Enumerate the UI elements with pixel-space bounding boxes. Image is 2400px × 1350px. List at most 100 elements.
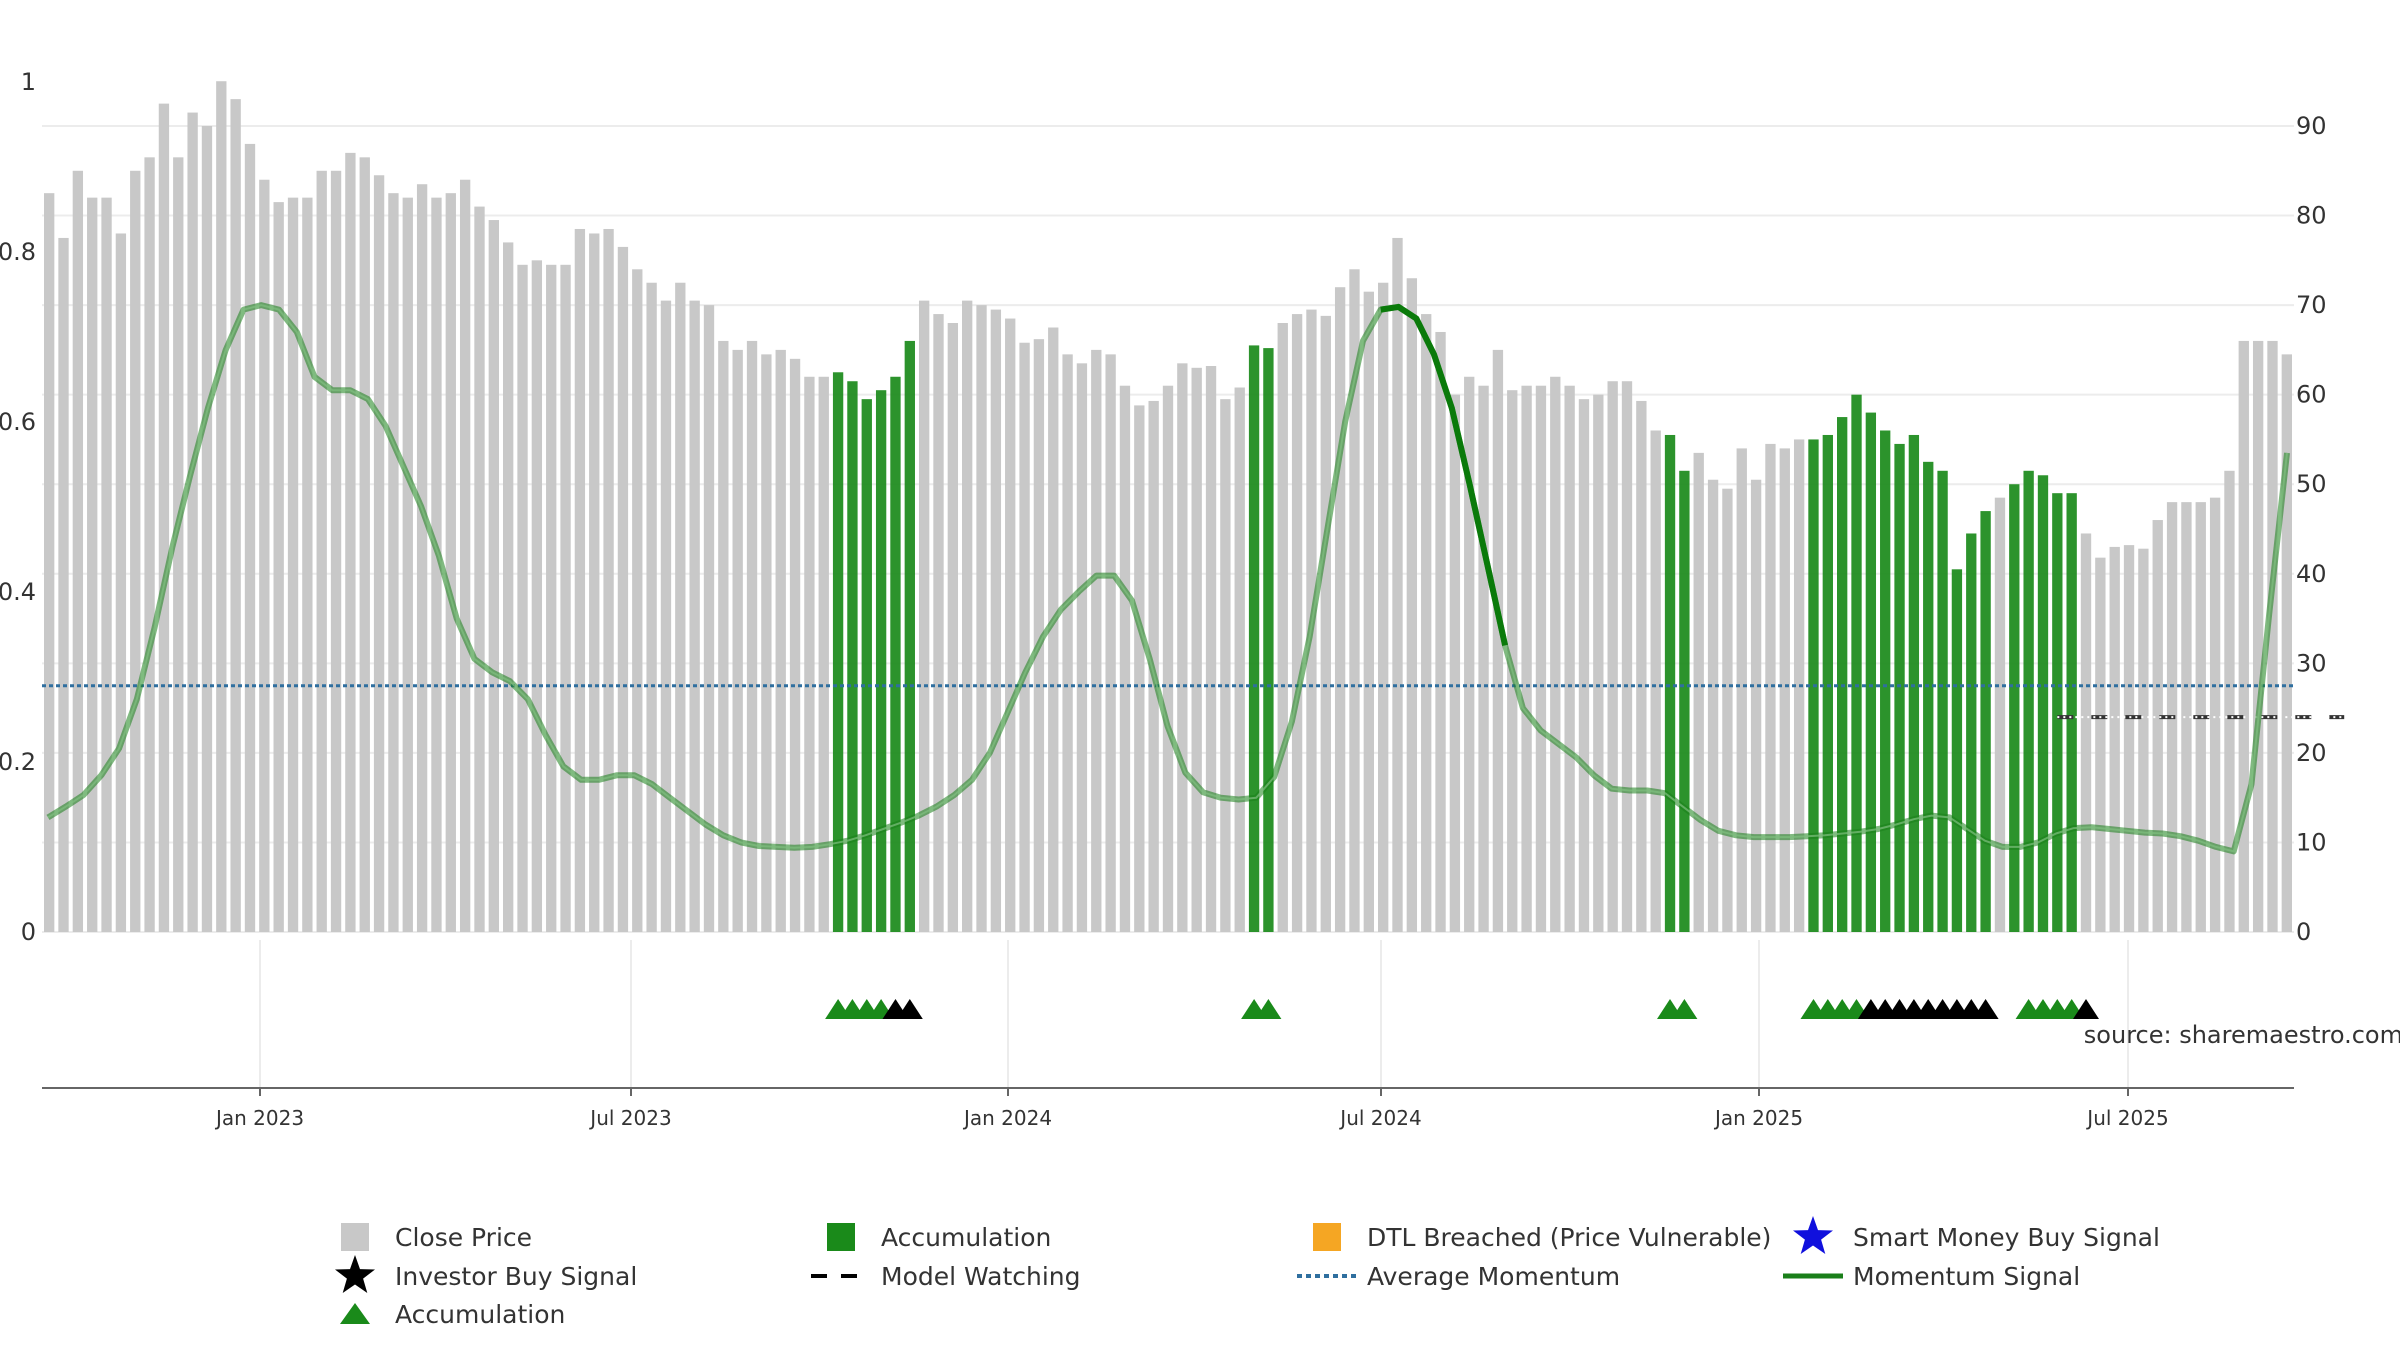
legend-item: Momentum Signal [1783, 1262, 2080, 1291]
accumulation-bar [1837, 417, 1848, 932]
close-price-bar [1091, 349, 1102, 932]
close-price-bar [388, 193, 399, 933]
close-price-bar [2224, 470, 2235, 932]
right-tick-label: 60 [2296, 381, 2327, 409]
investor-buy-marker [896, 999, 923, 1019]
legend: Close Price Accumulation DTL Breached (Pri… [335, 1216, 2160, 1329]
close-price-bar [2238, 340, 2249, 932]
accumulation-bar [1980, 511, 1991, 932]
close-price-bar [445, 193, 456, 933]
close-price-bar [1492, 349, 1504, 932]
close-price-bar [474, 206, 485, 933]
accumulation-bar [2037, 475, 2049, 932]
close-price-bar [1019, 342, 1030, 933]
close-price-bar [1421, 314, 1432, 932]
legend-swatch [827, 1223, 855, 1251]
close-price-bar [1191, 367, 1202, 932]
close-price-bar [1707, 479, 1719, 932]
close-price-bar [287, 197, 299, 932]
close-price-bar [933, 314, 944, 932]
close-price-bar [1621, 381, 1633, 933]
accumulation-bar [1923, 461, 1934, 932]
close-price-bar [216, 81, 227, 933]
close-price-bar [675, 282, 686, 933]
right-axis: 0 10 20 30 40 50 60 70 80 90 [2296, 112, 2327, 946]
momentum-line [46, 302, 2290, 855]
close-price-bar [1578, 399, 1590, 932]
close-price-bar [1636, 400, 1647, 932]
right-tick-label: 0 [2296, 918, 2311, 946]
left-tick-label: 1 [21, 68, 36, 96]
close-price-bar [1134, 405, 1145, 932]
legend-label: DTL Breached (Price Vulnerable) [1367, 1223, 1771, 1252]
legend-star-icon [335, 1255, 375, 1293]
close-price-bar [789, 358, 801, 933]
close-price-bar [402, 197, 413, 932]
legend-swatch [341, 1223, 369, 1251]
close-price-bar [201, 126, 213, 932]
x-tick-label: Jul 2024 [1338, 1106, 1421, 1130]
close-price-bar [230, 99, 241, 932]
legend-label: Average Momentum [1367, 1262, 1620, 1291]
close-price-bar [273, 202, 284, 932]
close-price-bar [1779, 448, 1790, 932]
close-price-bar [1005, 318, 1016, 932]
accumulation-bar [832, 372, 844, 932]
right-tick-label: 70 [2296, 291, 2327, 319]
left-tick-label: 0.2 [0, 748, 36, 776]
close-price-bar [130, 170, 141, 932]
close-price-bar [1449, 394, 1461, 932]
accumulation-bar [1263, 348, 1274, 933]
close-price-bar [2080, 533, 2092, 932]
close-price-bar [1177, 363, 1188, 932]
accumulation-bar [1937, 470, 1948, 932]
legend-label: Smart Money Buy Signal [1853, 1223, 2160, 1252]
legend-triangle-icon [340, 1303, 370, 1324]
close-price-bar [918, 300, 930, 932]
close-price-bar [2152, 520, 2163, 932]
left-tick-label: 0.8 [0, 238, 36, 266]
close-price-bar [1722, 488, 1733, 932]
close-price-bar [1593, 394, 1604, 932]
close-price-bar [1464, 376, 1475, 932]
momentum-signal-line-core [47, 304, 2288, 853]
close-price-bar [416, 184, 428, 932]
legend-item: Average Momentum [1297, 1262, 1620, 1291]
close-price-bar [1363, 291, 1374, 932]
x-tick-label: Jul 2023 [588, 1106, 671, 1130]
legend-label: Accumulation [881, 1223, 1051, 1252]
close-price-bar [1550, 376, 1561, 932]
close-price-bar [488, 220, 499, 932]
close-price-bar [58, 237, 69, 932]
accumulation-bar [890, 376, 901, 932]
accumulation-marker [1671, 999, 1698, 1019]
legend-label: Close Price [395, 1223, 532, 1252]
legend-item: Close Price [341, 1223, 532, 1252]
close-price-bar [1378, 282, 1389, 933]
x-tick-label: Jan 2024 [962, 1106, 1052, 1130]
left-tick-label: 0 [21, 918, 36, 946]
legend-label: Momentum Signal [1853, 1262, 2080, 1291]
close-price-bar [1334, 287, 1346, 932]
close-price-bar [259, 179, 270, 933]
close-price-bar [947, 323, 959, 932]
legend-item: Accumulation [340, 1300, 565, 1329]
close-price-bar [976, 305, 987, 932]
accumulation-marker [1255, 999, 1282, 1019]
close-price-bar [158, 103, 170, 933]
x-axis: Jan 2023 Jul 2023 Jan 2024 Jul 2024 Jan 2025… [42, 1087, 2294, 1130]
accumulation-bar [847, 381, 858, 933]
close-price-bar [732, 349, 743, 932]
right-tick-label: 30 [2296, 649, 2327, 677]
close-price-bar [689, 300, 700, 932]
legend-item: Investor Buy Signal [335, 1255, 637, 1293]
close-price-bar [1521, 385, 1532, 933]
accumulation-bar [1851, 394, 1862, 932]
close-price-bar [560, 264, 571, 932]
legend-item: Smart Money Buy Signal [1793, 1216, 2160, 1254]
close-price-bar [373, 175, 385, 932]
accumulation-bar [1880, 430, 1891, 932]
close-price-bar [1535, 385, 1547, 933]
close-price-bar [1205, 366, 1217, 932]
